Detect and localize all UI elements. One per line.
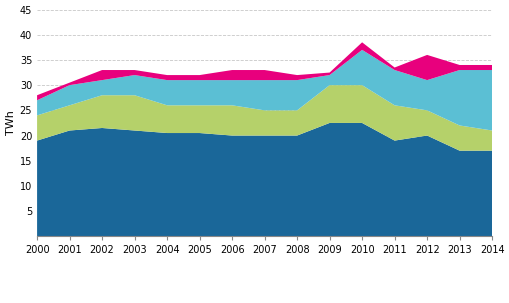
Y-axis label: TWh: TWh [6,111,16,135]
